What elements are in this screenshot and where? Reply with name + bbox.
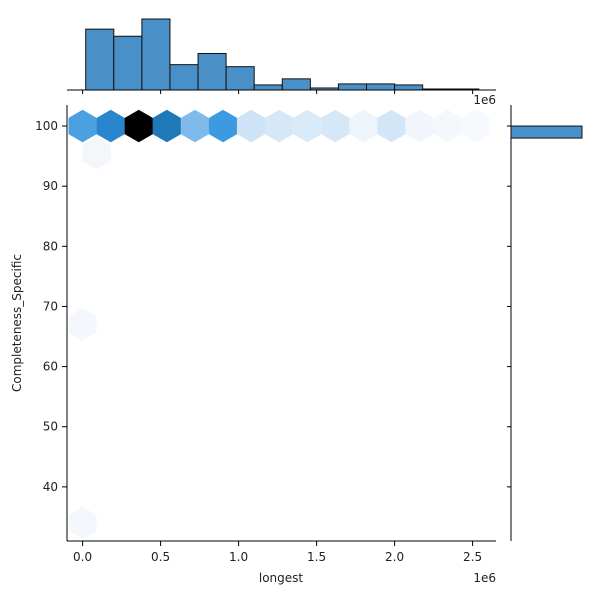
top-hist-bar-3: [169, 64, 199, 91]
top-hist-bar-0: [85, 28, 115, 91]
hexbin-0: [68, 109, 97, 143]
top-hist-bar-7: [281, 78, 311, 91]
y-tick-label-0: 40: [43, 480, 58, 494]
top-marginal-histogram: [67, 18, 496, 94]
top-hist-bar-10: [366, 83, 396, 91]
x-tick-label-1: 0.5: [151, 550, 170, 564]
hexbin-10: [349, 109, 378, 143]
right-marginal-histogram: [507, 105, 583, 541]
x-tick-label-3: 1.5: [307, 550, 326, 564]
hexbin-5: [208, 109, 238, 143]
top-hist-bar-5: [225, 66, 255, 91]
hexbin-17: [68, 506, 97, 540]
top-marginal-exponent-label: 1e6: [473, 93, 496, 107]
y-tick-label-6: 100: [35, 119, 58, 133]
y-tick-label-1: 50: [43, 420, 58, 434]
x-tick-label-2: 1.0: [229, 550, 248, 564]
top-hist-bar-6: [253, 84, 283, 91]
hexbin-15: [82, 136, 111, 170]
x-tick-label-4: 2.0: [385, 550, 404, 564]
hexbin-11: [377, 109, 406, 143]
top-hist-bar-9: [337, 83, 368, 91]
right-hist-bar-0: [510, 125, 583, 139]
x-tick-label-5: 2.5: [463, 550, 482, 564]
hexbin-2: [124, 109, 153, 143]
hexbin-7: [265, 109, 294, 143]
top-hist-bar-11: [394, 84, 424, 91]
hexbin-9: [321, 109, 350, 143]
hexbin-4: [180, 109, 210, 143]
top-hist-bar-1: [113, 35, 143, 91]
hexbin-13: [433, 109, 462, 143]
x-axis-label: longest: [259, 571, 304, 585]
y-axis-label: Completeness_Specific: [10, 254, 24, 392]
hexbin-3: [152, 109, 181, 143]
main-axes: 0.0 0.5 1.0 1.5 2.0 2.5 40 50 60 70 80 90 100: [35, 105, 496, 564]
x-tick-label-0: 0.0: [73, 550, 92, 564]
hexbin-14: [461, 109, 490, 143]
hexbin-16: [68, 308, 97, 341]
hexbin-1: [96, 109, 125, 143]
top-hist-bar-2: [141, 18, 171, 91]
top-hist-bar-4: [197, 52, 227, 91]
y-tick-label-5: 90: [43, 179, 58, 193]
hexbin-6: [236, 109, 266, 143]
y-tick-label-3: 70: [43, 299, 58, 313]
hexbin-12: [405, 109, 434, 143]
hexbin-8: [293, 109, 322, 143]
y-tick-label-4: 80: [43, 239, 58, 253]
y-tick-label-2: 60: [43, 360, 58, 374]
x-axis-exponent-label: 1e6: [473, 571, 496, 585]
hexbin-layer: [68, 109, 490, 540]
